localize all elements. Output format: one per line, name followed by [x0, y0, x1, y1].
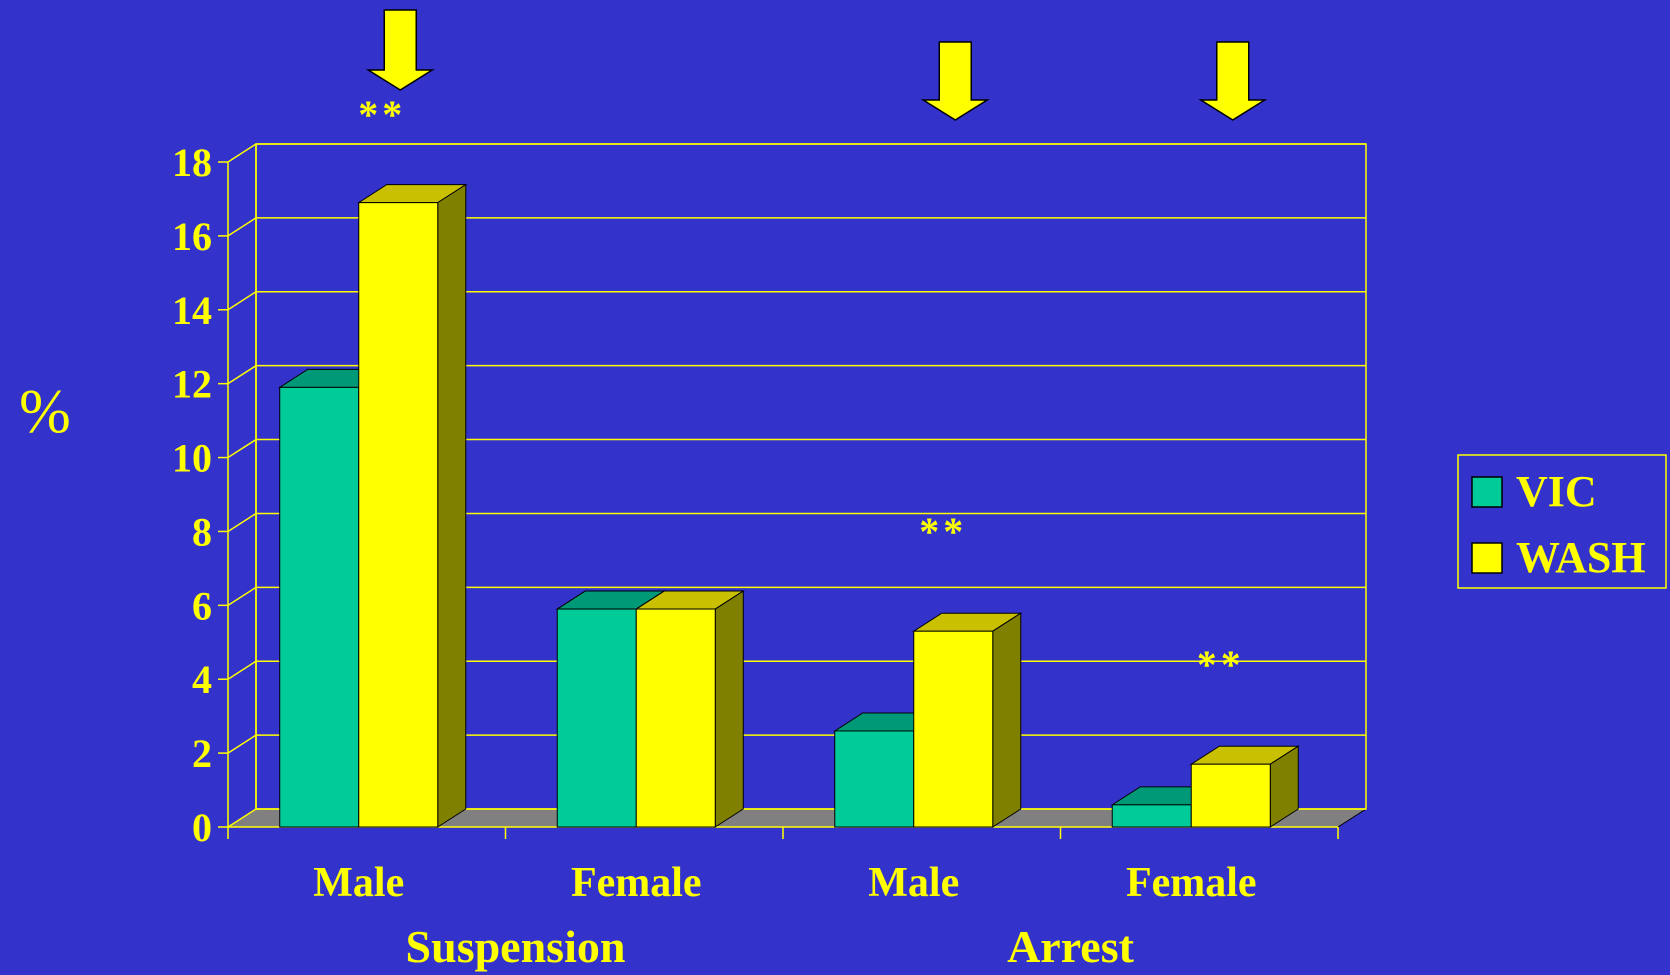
category-label: Female — [1126, 860, 1257, 906]
category-label: Female — [571, 860, 702, 906]
significance-marker: ** — [919, 509, 967, 554]
y-tick-label: 16 — [172, 214, 212, 259]
bar-front-face — [279, 386, 360, 828]
y-tick-label: 8 — [192, 509, 212, 554]
y-tick-label: 2 — [192, 731, 212, 776]
y-tick-label: 12 — [172, 362, 212, 407]
significance-marker: ** — [358, 92, 406, 137]
significance-marker: ** — [1197, 642, 1245, 687]
legend-label: VIC — [1516, 467, 1597, 516]
y-tick-label: 0 — [192, 805, 212, 850]
legend-swatch — [1471, 542, 1503, 574]
legend-swatch — [1471, 476, 1503, 508]
bar-wash-2 — [912, 612, 1023, 828]
down-arrow-icon — [1198, 41, 1268, 121]
bar-side-face — [714, 590, 744, 828]
bar-side-face — [992, 612, 1022, 828]
bar-side-face — [437, 183, 467, 828]
bar-front-face — [358, 202, 439, 828]
category-label: Male — [313, 860, 404, 906]
bar-front-face — [556, 608, 637, 828]
bar-front-face — [1190, 763, 1271, 828]
legend-label: WASH — [1516, 533, 1646, 582]
y-tick-label: 18 — [172, 140, 212, 185]
bar-front-face — [834, 730, 915, 828]
category-labels: Male Female Male Female — [313, 860, 1256, 906]
category-label: Male — [868, 860, 959, 906]
bar-front-face — [1111, 804, 1192, 828]
group-label: Suspension — [406, 921, 626, 972]
y-tick-label: 4 — [192, 657, 212, 702]
bar-front-face — [635, 608, 716, 828]
legend: VIC WASH — [1457, 454, 1667, 589]
annotations: ** ** ** — [358, 9, 1268, 687]
down-arrow-icon — [365, 9, 435, 91]
gridline — [227, 143, 1366, 163]
group-labels: Suspension Arrest — [406, 921, 1135, 972]
bar-front-face — [913, 630, 994, 828]
down-arrow-icon — [920, 41, 990, 121]
bar-wash-3 — [1189, 745, 1300, 828]
y-tick-label: 14 — [172, 288, 212, 333]
y-axis-label: % — [19, 378, 71, 446]
legend-box — [1457, 454, 1667, 589]
y-tick-label: 10 — [172, 436, 212, 481]
group-label: Arrest — [1007, 921, 1135, 972]
bars — [278, 183, 1300, 828]
y-tick-label: 6 — [192, 583, 212, 628]
bar-wash-0 — [357, 183, 468, 828]
bar-wash-1 — [634, 590, 745, 828]
